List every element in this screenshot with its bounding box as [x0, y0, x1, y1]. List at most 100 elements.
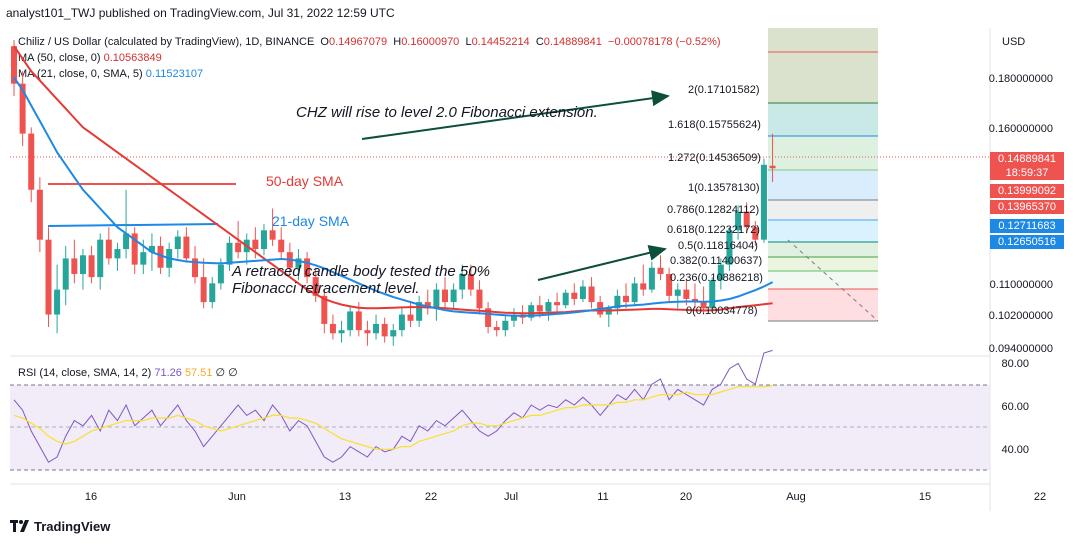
target-arrow[interactable]: [361, 90, 670, 140]
candle-body[interactable]: [752, 227, 759, 240]
candle-body[interactable]: [510, 314, 517, 321]
candle-body[interactable]: [631, 283, 638, 303]
candle-body[interactable]: [355, 311, 362, 331]
candle-body[interactable]: [726, 230, 733, 265]
candle-body[interactable]: [476, 289, 483, 309]
candle-body[interactable]: [79, 255, 86, 274]
candle-body[interactable]: [373, 323, 380, 334]
candle-body[interactable]: [260, 230, 267, 250]
low-value: 0.14452214: [471, 36, 530, 48]
candle-body[interactable]: [743, 211, 750, 228]
candle-body[interactable]: [347, 311, 354, 331]
candle-body[interactable]: [700, 302, 707, 309]
candle-body[interactable]: [485, 308, 492, 328]
candle-body[interactable]: [269, 230, 276, 240]
candle-body[interactable]: [123, 233, 130, 250]
candle-body[interactable]: [657, 267, 664, 274]
tradingview-footer[interactable]: TradingView: [10, 519, 110, 534]
candle-body[interactable]: [571, 292, 578, 299]
candle-body[interactable]: [157, 245, 164, 268]
sma50-label[interactable]: 50-day SMA: [266, 173, 344, 189]
candle-body[interactable]: [321, 295, 328, 324]
candle-body[interactable]: [54, 289, 61, 315]
candle-body[interactable]: [623, 295, 630, 303]
candle-body[interactable]: [709, 280, 716, 309]
rsi-ma-line[interactable]: [13, 384, 773, 450]
candle-body[interactable]: [97, 239, 104, 278]
candle-body[interactable]: [769, 165, 776, 169]
candle-body[interactable]: [45, 239, 52, 315]
candle-body[interactable]: [562, 292, 569, 306]
candle-body[interactable]: [493, 327, 500, 331]
candle-body[interactable]: [459, 274, 466, 290]
candle-body[interactable]: [398, 314, 405, 331]
symbol-name[interactable]: Chiliz / US Dollar (calculated by Tradin…: [18, 36, 315, 48]
candle-body[interactable]: [735, 211, 742, 231]
retrace-arrow[interactable]: [537, 245, 667, 281]
candle-body[interactable]: [114, 249, 121, 259]
candle-body[interactable]: [666, 274, 673, 296]
candle-body[interactable]: [717, 264, 724, 281]
ma50-line[interactable]: [13, 45, 773, 315]
candle-body[interactable]: [467, 274, 474, 290]
candle-body[interactable]: [131, 233, 138, 265]
candle-body[interactable]: [140, 252, 147, 265]
price-tick-0110: 0.110000000: [989, 279, 1053, 291]
candle-body[interactable]: [554, 302, 561, 306]
candle-body[interactable]: [235, 242, 242, 253]
candle-body[interactable]: [148, 245, 155, 253]
ma21-legend[interactable]: MA (21, close, 0, SMA, 5) 0.11523107: [18, 68, 203, 80]
candle-body[interactable]: [192, 258, 199, 278]
candle-body[interactable]: [209, 283, 216, 303]
candle-body[interactable]: [640, 283, 647, 290]
candle-body[interactable]: [62, 258, 69, 290]
candle-body[interactable]: [760, 164, 767, 240]
sma21-label[interactable]: 21-day SMA: [272, 213, 350, 229]
candle-body[interactable]: [416, 302, 423, 321]
candle-body[interactable]: [536, 305, 543, 312]
candle-body[interactable]: [278, 239, 285, 253]
candle-body[interactable]: [614, 295, 621, 309]
candle-body[interactable]: [390, 330, 397, 337]
candle-body[interactable]: [648, 267, 655, 290]
candle-body[interactable]: [364, 330, 371, 334]
candle-body[interactable]: [36, 189, 43, 240]
candle-body[interactable]: [545, 302, 552, 312]
candle-body[interactable]: [407, 314, 414, 321]
candle-body[interactable]: [11, 46, 17, 84]
candle-body[interactable]: [183, 236, 190, 259]
support-line[interactable]: [47, 223, 219, 227]
candle-body[interactable]: [312, 277, 319, 296]
candle-body[interactable]: [28, 133, 35, 190]
candle-body[interactable]: [105, 239, 112, 259]
candle-body[interactable]: [502, 320, 509, 331]
candle-body[interactable]: [683, 289, 690, 299]
candle-body[interactable]: [381, 323, 388, 337]
ma50-legend[interactable]: MA (50, close, 0) 0.10563849: [18, 52, 162, 64]
candle-body[interactable]: [338, 330, 345, 334]
candle-body[interactable]: [295, 258, 302, 268]
candle-body[interactable]: [329, 323, 336, 334]
candle-body[interactable]: [528, 305, 535, 318]
candle-body[interactable]: [304, 258, 311, 278]
candle-body[interactable]: [674, 289, 681, 296]
candle-body[interactable]: [19, 83, 26, 134]
candle-body[interactable]: [174, 236, 181, 250]
ma21-line[interactable]: [13, 76, 774, 317]
retrace-annotation[interactable]: A retraced candle body tested the 50% Fi…: [232, 263, 490, 297]
candle-body[interactable]: [579, 286, 586, 299]
rsi-legend[interactable]: RSI (14, close, SMA, 14, 2) 71.26 57.51 …: [18, 366, 238, 379]
candle-body[interactable]: [88, 255, 95, 278]
target-annotation[interactable]: CHZ will rise to level 2.0 Fibonacci ext…: [296, 104, 598, 121]
candle-body[interactable]: [252, 239, 259, 250]
candle-body[interactable]: [588, 286, 595, 303]
candle-body[interactable]: [200, 277, 207, 303]
candle-body[interactable]: [226, 242, 233, 265]
candle-body[interactable]: [424, 302, 431, 309]
candle-body[interactable]: [433, 289, 440, 309]
candle-body[interactable]: [71, 258, 78, 274]
candle-body[interactable]: [442, 289, 448, 303]
candle-body[interactable]: [450, 289, 457, 303]
candle-body[interactable]: [217, 264, 224, 284]
